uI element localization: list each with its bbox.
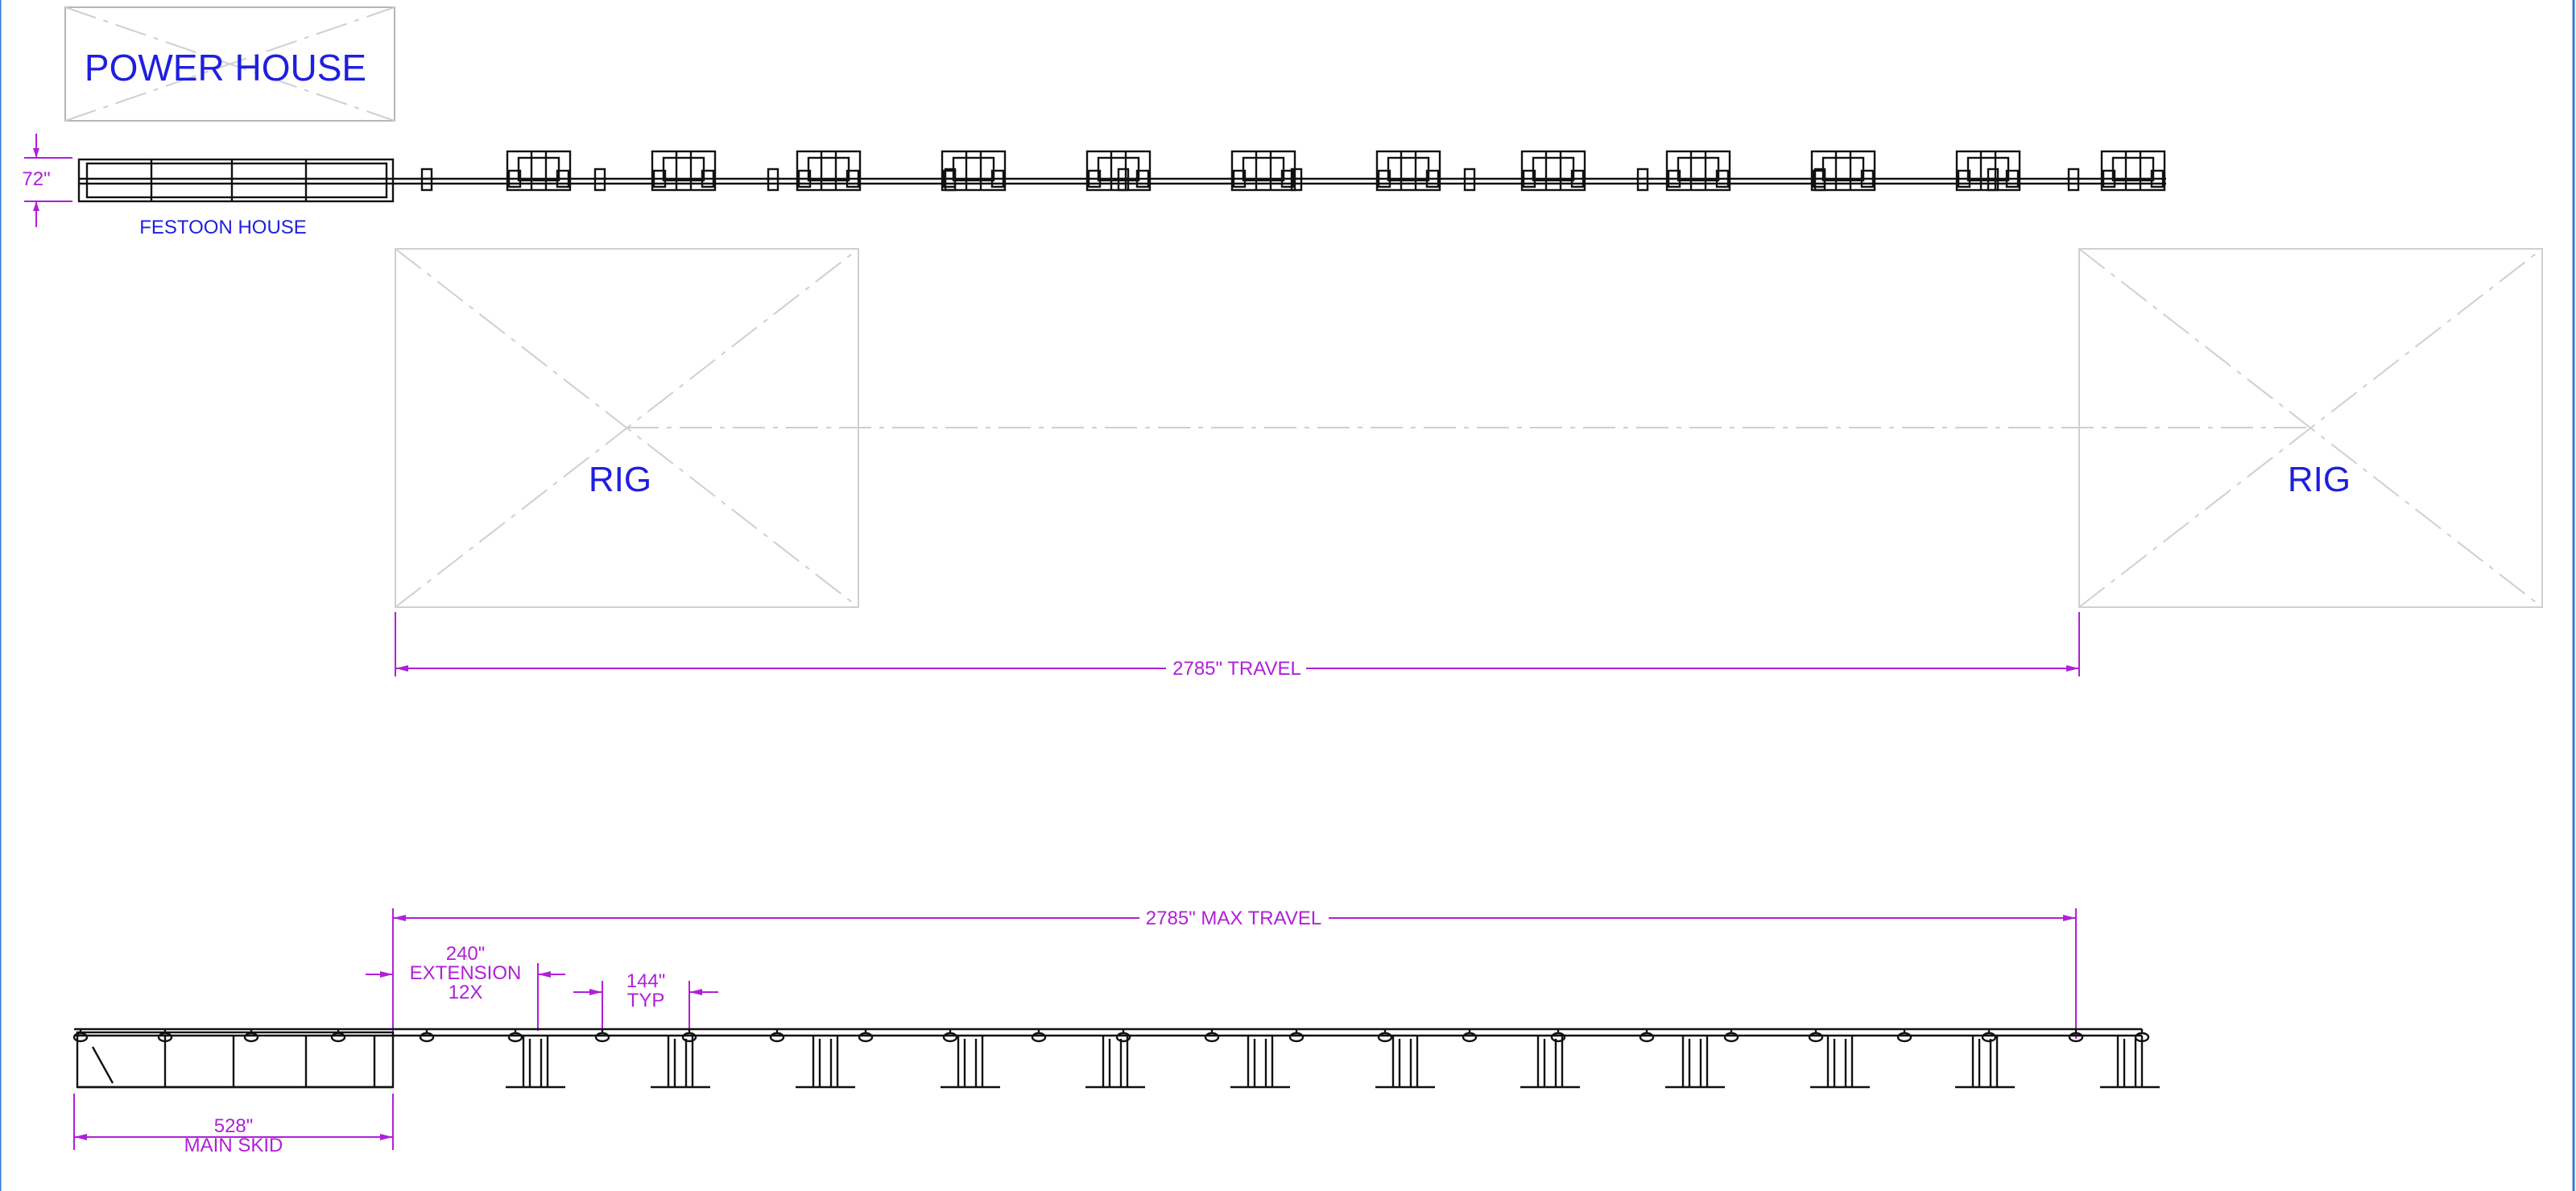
festoon-cart-top — [1375, 150, 1441, 192]
festoon-tower — [1375, 1036, 1435, 1089]
festoon-roller — [681, 1029, 697, 1043]
festoon-roller — [1204, 1029, 1220, 1043]
festoon-roller — [1981, 1029, 1997, 1043]
festoon-cart-top — [2100, 150, 2166, 192]
festoon-roller — [1288, 1029, 1305, 1043]
festoon-trolley-top — [1987, 167, 1999, 192]
festoon-trolley-top — [1636, 167, 1649, 192]
festoon-roller — [1723, 1029, 1739, 1043]
festoon-roller — [1808, 1029, 1824, 1043]
festoon-trolley-top — [767, 167, 779, 192]
extension-dimension-count: 12X — [449, 982, 483, 1003]
festoon-roller — [858, 1029, 874, 1043]
rig-left-label: RIG — [589, 460, 651, 499]
typ-dimension-value: 144" — [626, 970, 666, 992]
festoon-roller — [1031, 1029, 1047, 1043]
festoon-cart-top — [1665, 150, 1731, 192]
rig-right-label: RIG — [2288, 460, 2351, 499]
typ-dimension-label: TYP — [627, 990, 665, 1011]
extension-dimension-label: EXTENSION — [410, 962, 522, 984]
festoon-roller — [2068, 1029, 2084, 1043]
festoon-cart-top — [796, 150, 862, 192]
festoon-roller — [942, 1029, 958, 1043]
festoon-carts-top — [506, 150, 2166, 192]
travel-dimension: 2785" TRAVEL — [395, 612, 2080, 680]
festoon-roller — [330, 1029, 346, 1043]
festoon-roller — [594, 1029, 610, 1043]
main-skid-elevation — [74, 1028, 2142, 1089]
height-dimension: 72" — [22, 134, 72, 227]
festoon-roller — [1550, 1029, 1566, 1043]
festoon-trolley-top — [1813, 167, 1826, 192]
festoon-tower — [1230, 1036, 1290, 1089]
festoon-cart-top — [941, 150, 1007, 192]
festoon-house: FESTOON HOUSE — [77, 158, 395, 238]
festoon-tower — [506, 1036, 565, 1089]
festoon-cart-top — [1955, 150, 2021, 192]
festoon-tower — [1665, 1036, 1725, 1089]
festoon-tower — [941, 1036, 1000, 1089]
power-house: POWER HOUSE — [64, 6, 395, 122]
festoon-rollers-bottom — [72, 1029, 2150, 1043]
festoon-trolley-top — [1117, 167, 1130, 192]
festoon-trolley-top — [420, 167, 433, 192]
festoon-roller — [507, 1029, 523, 1043]
festoon-roller — [419, 1029, 435, 1043]
festoon-roller — [1639, 1029, 1655, 1043]
festoon-roller — [243, 1029, 259, 1043]
travel-dimension-label: 2785" TRAVEL — [1172, 658, 1301, 680]
rig-right: RIG — [2078, 248, 2543, 608]
festoon-cart-top — [1230, 150, 1296, 192]
max-travel-dimension-label: 2785" MAX TRAVEL — [1146, 908, 1321, 929]
festoon-roller — [1115, 1029, 1131, 1043]
extension-dimension: 240" EXTENSION 12X — [366, 943, 565, 1031]
festoon-trolley-top — [1463, 167, 1476, 192]
festoon-tower — [1520, 1036, 1580, 1089]
festoon-roller — [1896, 1029, 1912, 1043]
festoon-roller — [1377, 1029, 1393, 1043]
festoon-trolley-top — [593, 167, 606, 192]
festoon-trolleys-top — [420, 167, 2080, 192]
festoon-towers-bottom — [506, 1036, 2160, 1089]
festoon-cart-top — [651, 150, 717, 192]
festoon-cart-top — [506, 150, 572, 192]
main-skid-dimension-value: 528" — [214, 1115, 254, 1137]
festoon-tower — [651, 1036, 710, 1089]
festoon-cart-top — [1520, 150, 1586, 192]
festoon-house-label: FESTOON HOUSE — [139, 217, 307, 238]
festoon-tower — [1085, 1036, 1145, 1089]
festoon-tower — [2100, 1036, 2160, 1089]
height-dimension-label: 72" — [22, 168, 50, 190]
typ-dimension: 144" TYP — [573, 970, 718, 1031]
festoon-roller — [2134, 1029, 2150, 1043]
festoon-tower — [1810, 1036, 1870, 1089]
festoon-roller — [769, 1029, 785, 1043]
festoon-trolley-top — [1290, 167, 1303, 192]
festoon-trolley-top — [2067, 167, 2080, 192]
festoon-tower — [1955, 1036, 2015, 1089]
festoon-tower — [796, 1036, 855, 1089]
extension-dimension-value: 240" — [446, 943, 486, 965]
festoon-roller — [1462, 1029, 1478, 1043]
power-house-label: POWER HOUSE — [85, 47, 366, 89]
festoon-trolley-top — [944, 167, 957, 192]
festoon-roller — [157, 1029, 173, 1043]
festoon-roller — [72, 1029, 89, 1043]
main-skid-dimension-label: MAIN SKID — [184, 1135, 283, 1156]
main-skid-dimension: 528" MAIN SKID — [73, 1094, 394, 1156]
